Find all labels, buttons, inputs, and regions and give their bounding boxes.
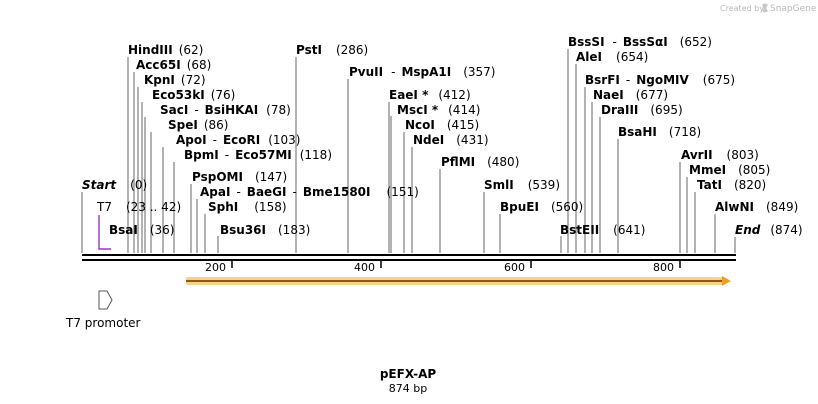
- plasmid-length: 874 bp: [389, 382, 427, 395]
- ruler-tick-label: 200: [205, 261, 226, 274]
- primer-label: T7 (23 .. 42): [96, 200, 181, 214]
- strand-top: [82, 254, 736, 256]
- site-label[interactable]: PspOMI (147): [192, 170, 287, 184]
- site-label[interactable]: BsaI (36): [109, 223, 175, 237]
- start-label: Start (0): [82, 178, 147, 192]
- promoter-arrow-icon: [98, 290, 113, 310]
- site-label[interactable]: PflMI (480): [441, 155, 519, 169]
- feature-label: T7 promoter: [65, 316, 141, 330]
- site-label[interactable]: PvuII - MspA1I (357): [349, 65, 496, 79]
- site-label[interactable]: SpeI (86): [168, 118, 228, 132]
- site-label[interactable]: DraIII (695): [601, 103, 683, 117]
- orf-arrowhead-icon: [722, 276, 731, 286]
- site-label[interactable]: ApaI - BaeGI - Bme1580I (151): [200, 185, 419, 199]
- site-label[interactable]: SacI - BsiHKAI (78): [160, 103, 291, 117]
- ruler-tick-label: 600: [504, 261, 525, 274]
- site-label[interactable]: SmlI (539): [484, 178, 560, 192]
- site-label[interactable]: BpmI - Eco57MI (118): [184, 148, 332, 162]
- ruler-tick-label: 800: [653, 261, 674, 274]
- orf-arrow[interactable]: [186, 276, 731, 286]
- plasmid-name: pEFX-AP: [380, 367, 437, 381]
- site-label[interactable]: PstI (286): [296, 43, 368, 57]
- site-label[interactable]: BstEII (641): [560, 223, 645, 237]
- orf-bar: [186, 280, 724, 282]
- primer-arrow-icon: [98, 215, 111, 250]
- site-label[interactable]: NdeI (431): [413, 133, 489, 147]
- site-label[interactable]: Acc65I (68): [136, 58, 211, 72]
- strand-bottom: [82, 259, 736, 261]
- dna-backbone: [82, 254, 736, 261]
- site-label[interactable]: EaeI * (412): [389, 88, 471, 102]
- site-label[interactable]: HindIII (62): [128, 43, 203, 57]
- site-label[interactable]: SphI (158): [208, 200, 287, 214]
- site-label[interactable]: AlwNI (849): [715, 200, 798, 214]
- site-label[interactable]: BsaHI (718): [618, 125, 701, 139]
- site-label[interactable]: MmeI (805): [689, 163, 770, 177]
- site-labels: HindIII (62) Acc65I (68) KpnI (72) Eco53kI(…: [109, 35, 798, 237]
- site-label[interactable]: ApoI - EcoRI (103): [176, 133, 300, 147]
- site-label[interactable]: NaeI (677): [593, 88, 668, 102]
- snapgene-logo-icon: [762, 3, 768, 13]
- site-label[interactable]: AvrII (803): [681, 148, 759, 162]
- site-label[interactable]: Bsu36I (183): [220, 223, 310, 237]
- feature-t7-promoter[interactable]: T7 promoter: [65, 290, 141, 330]
- end-label: End (874): [735, 223, 803, 237]
- site-label[interactable]: BsrFI - NgoMIV (675): [585, 73, 735, 87]
- site-label[interactable]: BssSI - BssSαI (652): [568, 35, 712, 49]
- site-label[interactable]: TatI (820): [697, 178, 766, 192]
- ruler-tick-label: 400: [354, 261, 375, 274]
- credit-prefix: Created by: [720, 4, 764, 13]
- site-label[interactable]: BpuEI (560): [500, 200, 583, 214]
- site-label[interactable]: KpnI (72): [144, 73, 206, 87]
- site-label[interactable]: NcoI (415): [405, 118, 479, 132]
- site-label[interactable]: Eco53kI (76): [152, 88, 235, 102]
- site-label[interactable]: MscI * (414): [397, 103, 480, 117]
- credit-brand: SnapGene: [770, 4, 817, 14]
- site-lines: [127, 49, 716, 253]
- site-label[interactable]: AleI (654): [576, 50, 648, 64]
- ruler: 200 400 600 800: [205, 261, 681, 274]
- primer-t7[interactable]: T7 (23 .. 42): [96, 200, 181, 250]
